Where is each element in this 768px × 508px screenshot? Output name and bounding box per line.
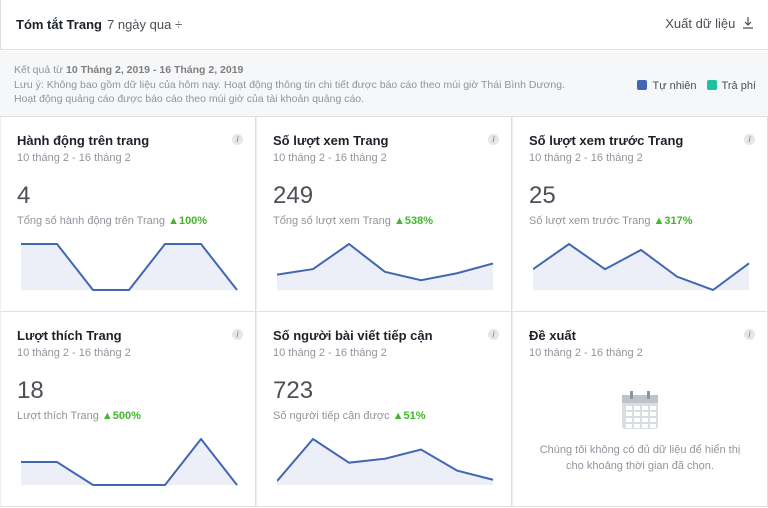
card-value: 18	[17, 377, 44, 404]
legend: Tự nhiên Trả phí	[637, 80, 756, 92]
info-icon[interactable]: i	[232, 329, 243, 340]
info-icon[interactable]: i	[488, 329, 499, 340]
change-percent: ▲317%	[653, 215, 693, 227]
card-label: Số lượt xem trước Trang ▲317%	[529, 215, 693, 227]
card-date: 10 tháng 2 - 16 tháng 2	[529, 152, 643, 164]
sparkline-chart	[533, 243, 750, 292]
legend-organic: Tự nhiên	[637, 80, 697, 92]
card-label: Tổng số lượt xem Trang ▲538%	[273, 215, 433, 227]
insight-card[interactable]: Lượt thích Trang i 10 tháng 2 - 16 tháng…	[0, 312, 256, 507]
sparkline-area	[277, 439, 493, 485]
sparkline-line	[277, 438, 494, 482]
sparkline-line	[21, 243, 238, 291]
sparkline-area	[277, 244, 493, 290]
info-icon[interactable]: i	[488, 134, 499, 145]
sparkline-chart	[277, 438, 494, 485]
card-title: Số lượt xem trước Trang	[529, 133, 684, 148]
card-title: Lượt thích Trang	[17, 328, 122, 343]
info-icon[interactable]: i	[232, 134, 243, 145]
card-value: 723	[273, 377, 314, 404]
sparkline-line	[21, 438, 238, 486]
insight-card[interactable]: Đề xuất i 10 tháng 2 - 16 tháng 2 Chúng …	[512, 312, 768, 507]
card-label: Tổng số hành động trên Trang ▲100%	[17, 215, 208, 227]
change-percent: ▲538%	[393, 215, 433, 227]
calendar-icon	[622, 391, 658, 429]
card-value: 249	[273, 182, 314, 209]
insight-card[interactable]: Số lượt xem trước Trang i 10 tháng 2 - 1…	[512, 117, 768, 312]
note-line: Lưu ý: Không bao gồm dữ liệu của hôm nay…	[14, 78, 565, 91]
sparkline-area	[21, 244, 237, 290]
insight-card[interactable]: Số lượt xem Trang i 10 tháng 2 - 16 thán…	[256, 117, 512, 312]
card-title: Hành động trên trang	[17, 133, 150, 148]
card-date: 10 tháng 2 - 16 tháng 2	[273, 152, 387, 164]
page-title: Tóm tắt Trang	[16, 17, 102, 32]
card-title: Số lượt xem Trang	[273, 133, 389, 148]
results-range: Kết quả từ 10 Tháng 2, 2019 - 16 Tháng 2…	[14, 64, 244, 76]
export-label: Xuất dữ liệu	[665, 16, 736, 31]
sparkline-line	[533, 243, 750, 292]
card-value: 25	[529, 182, 556, 209]
info-icon[interactable]: i	[744, 134, 755, 145]
card-value: 4	[17, 182, 31, 209]
card-label: Lượt thích Trang ▲500%	[17, 410, 141, 422]
card-date: 10 tháng 2 - 16 tháng 2	[273, 347, 387, 359]
sparkline-area	[533, 244, 749, 290]
download-icon	[743, 17, 753, 29]
insight-card[interactable]: Số người bài viết tiếp cận i 10 tháng 2 …	[256, 312, 512, 507]
sparkline-line	[277, 243, 494, 282]
change-percent: ▲100%	[168, 215, 208, 227]
page-summary-header: Tóm tắt Trang 7 ngày qua ÷ Xuất dữ liệu	[0, 0, 768, 50]
sparkline-chart	[277, 243, 494, 290]
note-line: Hoạt động quảng cáo được báo cáo theo mú…	[14, 93, 365, 105]
date-range-select[interactable]: 7 ngày qua ÷	[107, 17, 183, 32]
card-date: 10 tháng 2 - 16 tháng 2	[17, 347, 131, 359]
card-title: Đề xuất	[529, 328, 576, 343]
info-icon[interactable]: i	[744, 329, 755, 340]
card-title: Số người bài viết tiếp cận	[273, 328, 433, 343]
sparkline-chart	[21, 243, 238, 291]
card-label: Số người tiếp cận được ▲51%	[273, 410, 426, 422]
change-percent: ▲51%	[392, 410, 426, 422]
legend-paid: Trả phí	[706, 80, 756, 92]
insight-card[interactable]: Hành động trên trang i 10 tháng 2 - 16 t…	[0, 117, 256, 312]
card-date: 10 tháng 2 - 16 tháng 2	[529, 347, 643, 359]
change-percent: ▲500%	[101, 410, 141, 422]
card-date: 10 tháng 2 - 16 tháng 2	[17, 152, 131, 164]
sparkline-chart	[21, 438, 238, 486]
export-data-button[interactable]: Xuất dữ liệu	[665, 16, 754, 31]
empty-message: Chúng tôi không có đủ dữ liệu để hiển th…	[539, 444, 741, 472]
